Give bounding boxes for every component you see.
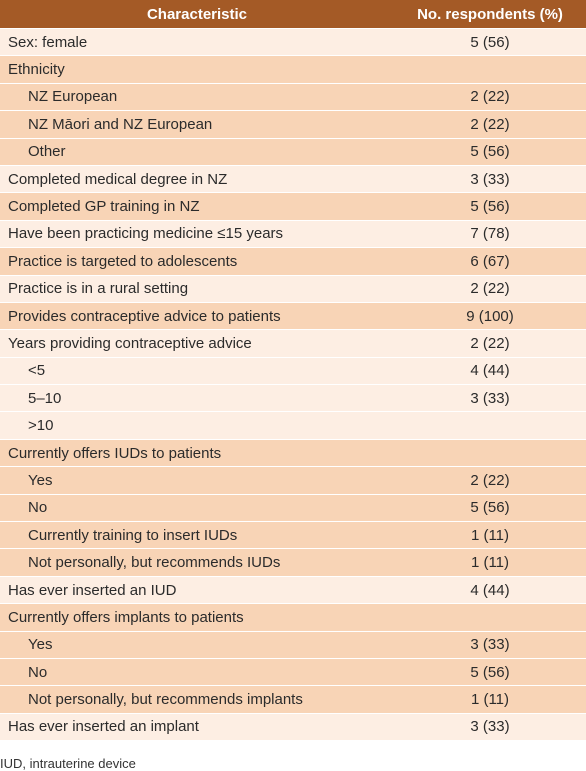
row-label: Currently offers IUDs to patients [0,438,394,467]
row-value: 2 (22) [394,274,586,303]
row-value: 4 (44) [394,575,586,604]
row-value: 3 (33) [394,384,586,412]
row-label: No [0,657,394,686]
row-value: 2 (22) [394,82,586,111]
table-row: Provides contraceptive advice to patient… [0,301,586,330]
row-label: Has ever inserted an implant [0,712,394,741]
row-label: Practice is targeted to adolescents [0,247,394,276]
table-row: Currently offers implants to patients [0,603,586,632]
row-value: 5 (56) [394,657,586,686]
table-row: Yes 3 (33) [0,630,586,659]
row-label: Yes [0,466,394,495]
row-value: 1 (11) [394,685,586,714]
table-row: Sex: female 5 (56) [0,27,586,56]
row-value: 6 (67) [394,247,586,276]
table-row: No 5 (56) [0,657,586,686]
row-value [394,55,586,84]
table-row: Not personally, but recommends implants 1… [0,685,586,714]
row-label: Provides contraceptive advice to patient… [0,301,394,330]
row-value: 5 (56) [394,192,586,221]
row-label: Practice is in a rural setting [0,274,394,303]
row-label: 5–10 [0,384,394,412]
row-value: 2 (22) [394,466,586,495]
row-label: Completed GP training in NZ [0,192,394,221]
row-value: 3 (33) [394,712,586,741]
table-body: Sex: female 5 (56) Ethnicity NZ European 2 (… [0,27,586,741]
table-row: NZ Māori and NZ European 2 (22) [0,110,586,139]
table-row: Practice is in a rural setting 2 (22) [0,274,586,303]
row-value: 4 (44) [394,356,586,385]
row-label: <5 [0,356,394,385]
row-value: 9 (100) [394,301,586,330]
row-value: 2 (22) [394,110,586,139]
row-label: Completed medical degree in NZ [0,164,394,193]
row-label: No [0,493,394,522]
table-row: NZ European 2 (22) [0,82,586,111]
table-row: Completed medical degree in NZ 3 (33) [0,164,586,193]
table-row: Practice is targeted to adolescents 6 (67… [0,247,586,276]
table-row: Has ever inserted an IUD 4 (44) [0,575,586,604]
table-row: <5 4 (44) [0,356,586,385]
row-label: >10 [0,411,394,440]
row-label: Other [0,137,394,166]
header-characteristic: Characteristic [0,0,394,29]
row-value: 2 (22) [394,329,586,358]
table-row: Have been practicing medicine ≤15 years 7… [0,219,586,248]
row-label: Years providing contraceptive advice [0,329,394,358]
row-label: NZ European [0,82,394,111]
footnote: IUD, intrauterine device [0,756,136,771]
row-label: Have been practicing medicine ≤15 years [0,219,394,248]
table-row: Currently training to insert IUDs 1 (11) [0,521,586,549]
table-row: Ethnicity [0,55,586,84]
row-value: 5 (56) [394,137,586,166]
row-value: 1 (11) [394,521,586,549]
row-value: 3 (33) [394,164,586,193]
row-label: Has ever inserted an IUD [0,575,394,604]
row-label: Ethnicity [0,55,394,84]
header-respondents: No. respondents (%) [394,0,586,29]
row-value [394,603,586,632]
characteristics-table: Characteristic No. respondents (%) Sex: … [0,0,586,741]
table-row: Years providing contraceptive advice 2 (2… [0,329,586,358]
row-value: 5 (56) [394,27,586,56]
header-row: Characteristic No. respondents (%) [0,0,586,29]
row-label: NZ Māori and NZ European [0,110,394,139]
row-value [394,411,586,440]
table-row: 5–10 3 (33) [0,384,586,412]
table-row: No 5 (56) [0,493,586,522]
table-row: >10 [0,411,586,440]
row-label: Sex: female [0,27,394,56]
table-row: Not personally, but recommends IUDs 1 (11… [0,548,586,577]
row-value: 3 (33) [394,630,586,659]
row-label: Not personally, but recommends IUDs [0,548,394,577]
row-value: 7 (78) [394,219,586,248]
row-value: 5 (56) [394,493,586,522]
table-row: Other 5 (56) [0,137,586,166]
table-row: Has ever inserted an implant 3 (33) [0,712,586,741]
row-label: Currently training to insert IUDs [0,521,394,549]
row-value [394,438,586,467]
table-row: Completed GP training in NZ 5 (56) [0,192,586,221]
table-row: Currently offers IUDs to patients [0,438,586,467]
row-label: Not personally, but recommends implants [0,685,394,714]
row-value: 1 (11) [394,548,586,577]
row-label: Yes [0,630,394,659]
table-row: Yes 2 (22) [0,466,586,495]
row-label: Currently offers implants to patients [0,603,394,632]
